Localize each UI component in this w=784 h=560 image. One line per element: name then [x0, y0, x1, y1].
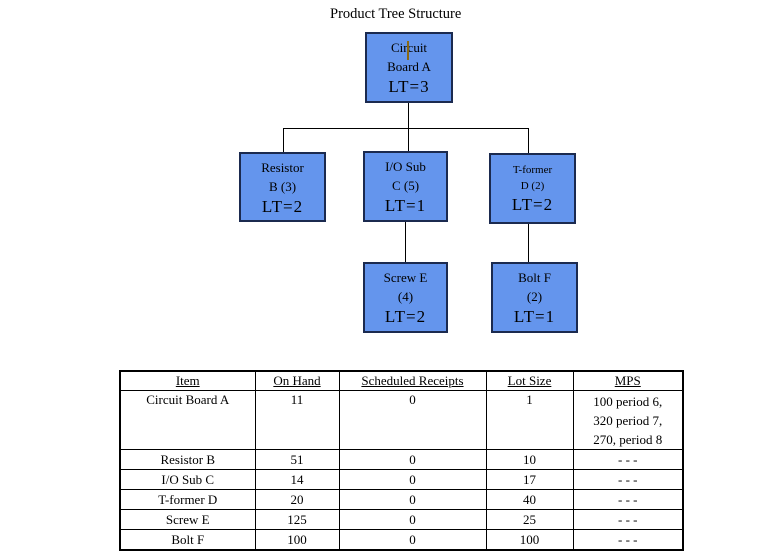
node-label: Bolt F [518, 270, 551, 285]
mrp-table: Item On Hand Scheduled Receipts Lot Size MPS… [119, 370, 684, 551]
scheduled-receipts-cell: 0 [338, 390, 487, 450]
tree-node-t-former-d[interactable]: T-former D (2) LT=2 [489, 153, 576, 224]
lot-size-cell: 1 [485, 390, 574, 450]
node-leadtime: LT=2 [384, 307, 427, 326]
tree-node-io-sub-c[interactable]: I/O Sub C (5) LT=1 [363, 151, 448, 222]
tree-node-screw-e[interactable]: Screw E (4) LT=2 [363, 262, 448, 333]
connector-line [408, 103, 409, 128]
lot-size-cell: 25 [485, 509, 574, 530]
node-leadtime: LT=2 [511, 195, 554, 214]
column-header: On Hand [254, 370, 340, 391]
table-row: Screw E 125 0 25- - - [119, 509, 684, 530]
page-title: Product Tree Structure [330, 6, 462, 22]
node-label: I/O Sub [385, 159, 426, 174]
connector-line [283, 128, 529, 129]
lot-size-cell: 100 [485, 529, 574, 551]
table-row: Circuit Board A 11 0 1 100 period 6, 320 peri… [119, 390, 684, 450]
lot-size-cell: 10 [485, 449, 574, 470]
lot-size-cell: 40 [485, 489, 574, 510]
scheduled-receipts-cell: 0 [338, 449, 487, 470]
tree-node-resistor-b[interactable]: Resistor B (3) LT=2 [239, 152, 326, 222]
node-leadtime: LT=2 [261, 196, 304, 216]
mps-cell: - - - [572, 529, 684, 551]
scheduled-receipts-cell: 0 [338, 469, 487, 490]
table-row: Bolt F 100 0 100- - - [119, 529, 684, 551]
connector-line [405, 222, 406, 262]
column-header: Item [119, 370, 256, 391]
mps-cell: - - - [572, 469, 684, 490]
node-leadtime: LT=3 [388, 77, 430, 96]
on-hand-cell: 14 [254, 469, 340, 490]
item-cell: I/O Sub C [119, 469, 256, 490]
item-cell: Bolt F [119, 529, 256, 551]
table-header-row: Item On Hand Scheduled Receipts Lot Size MPS [119, 370, 684, 391]
scheduled-receipts-cell: 0 [338, 529, 487, 551]
scheduled-receipts-cell: 0 [338, 509, 487, 530]
node-label: (2) [526, 289, 543, 304]
mps-cell: - - - [572, 489, 684, 510]
node-label: Screw E [383, 270, 428, 285]
node-label: T-former [512, 164, 553, 176]
mps-cell: - - - [572, 449, 684, 470]
tree-node-circuit-board-a[interactable]: Circuit Board A LT=3 [365, 32, 453, 103]
item-cell: Resistor B [119, 449, 256, 470]
node-label: B (3) [268, 178, 297, 194]
text-cursor [407, 41, 409, 60]
node-label: (4) [397, 289, 414, 304]
table-row: I/O Sub C 14 0 17- - - [119, 469, 684, 490]
connector-line [528, 224, 529, 262]
node-label: D (2) [520, 180, 545, 192]
table-row: Resistor B 51 0 10- - - [119, 449, 684, 470]
scheduled-receipts-cell: 0 [338, 489, 487, 510]
item-cell: Screw E [119, 509, 256, 530]
node-label: Resistor [261, 159, 304, 175]
connector-line [283, 129, 284, 152]
lot-size-cell: 17 [485, 469, 574, 490]
tree-node-bolt-f[interactable]: Bolt F (2) LT=1 [491, 262, 578, 333]
column-header: Scheduled Receipts [338, 370, 487, 391]
node-label: Board A [387, 59, 431, 74]
mps-cell: - - - [572, 509, 684, 530]
on-hand-cell: 20 [254, 489, 340, 510]
column-header: Lot Size [485, 370, 574, 391]
connector-line [528, 129, 529, 153]
column-header: MPS [572, 370, 684, 391]
on-hand-cell: 11 [254, 390, 340, 450]
item-cell: T-former D [119, 489, 256, 510]
mps-cell: 100 period 6, 320 period 7, 270, period 8 [572, 390, 684, 450]
item-cell: Circuit Board A [119, 390, 256, 450]
node-leadtime: LT=1 [513, 307, 556, 326]
on-hand-cell: 125 [254, 509, 340, 530]
on-hand-cell: 51 [254, 449, 340, 470]
node-label: C (5) [391, 178, 420, 193]
connector-line [408, 129, 409, 151]
on-hand-cell: 100 [254, 529, 340, 551]
table-row: T-former D 20 0 40- - - [119, 489, 684, 510]
node-leadtime: LT=1 [384, 196, 427, 215]
